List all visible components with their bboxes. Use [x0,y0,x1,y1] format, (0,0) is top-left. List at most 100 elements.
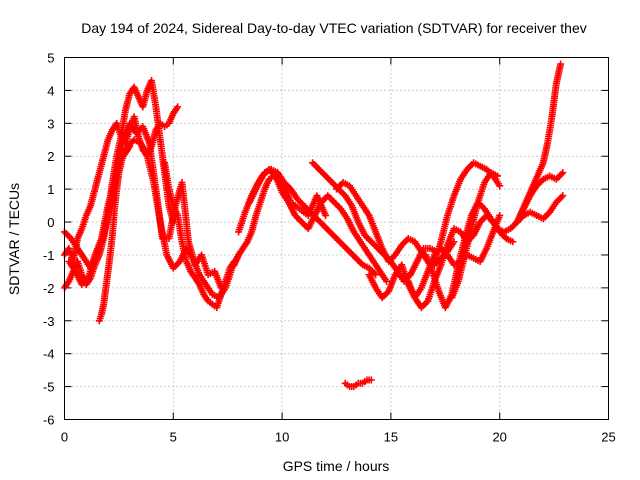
y-tick-label: -2 [43,281,55,296]
x-tick-label: 0 [61,430,68,445]
data-point [327,177,335,185]
data-point [355,258,363,266]
data-point [174,103,182,111]
data-point [316,218,324,226]
data-point [494,172,502,180]
data-point [347,249,355,257]
chart-title: Day 194 of 2024, Sidereal Day-to-day VTE… [81,20,587,36]
series-arc-9 [245,165,391,285]
data-point [381,290,389,298]
data-point [126,142,134,150]
data-point [294,215,302,223]
data-point [559,169,567,177]
data-point [354,256,362,264]
x-tick-label: 10 [275,430,289,445]
data-point [556,195,564,203]
data-point [557,193,565,201]
data-point [364,235,372,242]
data-point [383,277,391,285]
y-tick-label: -3 [43,314,55,329]
data-point [328,230,336,238]
data-point [339,241,347,249]
series-arc-5 [95,142,134,325]
data-point [541,213,549,221]
data-point [344,246,352,254]
data-point [321,223,329,231]
series-arc-15 [430,159,504,266]
x-tick-label: 5 [170,430,177,445]
data-point [325,193,333,201]
data-point [450,238,458,246]
x-axis-label: GPS time / hours [283,458,390,474]
y-tick-label: -1 [43,248,55,263]
y-tick-label: -6 [43,413,55,428]
data-point [421,300,429,308]
data-point [323,174,331,182]
y-tick-label: 5 [47,51,54,66]
data-point [318,220,326,228]
x-tick-label: 15 [384,430,398,445]
series-arc-18 [513,60,565,226]
data-point [319,221,327,229]
series-arc-19 [341,376,375,391]
data-point [350,253,358,261]
data-point [62,230,70,238]
data-point [332,200,340,208]
data-point [557,60,565,68]
series-arc-6 [161,159,238,312]
data-point [479,215,487,223]
data-point [296,216,304,224]
x-tick-label: 25 [601,430,615,445]
data-point [496,211,504,219]
data-point [349,251,357,259]
data-point [315,165,323,173]
data-point [334,236,342,244]
y-tick-label: -5 [43,380,55,395]
series-arc-10 [309,159,441,285]
y-axis-label: SDTVAR / TECUs [6,183,22,295]
y-tick-label: -4 [43,347,55,362]
data-point [333,235,340,242]
data-point [336,238,344,246]
y-tick-label: 1 [47,182,54,197]
data-point [496,182,504,190]
data-point [324,192,332,200]
data-point [557,170,565,178]
data-point [366,236,374,244]
data-point [372,271,380,279]
data-point [367,376,375,384]
data-point [367,238,375,246]
data-point [341,243,349,251]
data-point [298,218,306,226]
data-point [324,226,332,234]
data-point [369,239,377,247]
data-point [325,175,333,183]
tick-labels: 0 5 10 15 20 25 -6 -5 -4 -3 -2 -1 0 1 2 3 4 5 [43,51,616,445]
data-point [331,233,339,241]
data-point [313,164,321,172]
data-point [328,179,336,187]
data-point [327,195,335,203]
data-point [509,238,517,246]
x-tick-label: 20 [492,430,506,445]
y-tick-label: 0 [47,215,54,230]
data-point [310,160,318,168]
data-markers [61,60,567,391]
data-point [499,231,507,239]
data-point [323,225,331,233]
data-point [346,248,354,256]
y-tick-label: 2 [47,149,54,164]
data-point [329,231,337,239]
data-point [322,172,330,180]
data-point [173,261,181,269]
grid-lines [64,57,609,420]
data-point [334,202,342,210]
data-point [342,244,350,252]
data-point [330,198,338,206]
data-point [510,221,518,229]
data-point [338,188,346,196]
y-tick-label: 3 [47,116,54,131]
data-point [320,170,328,178]
data-point [554,174,562,182]
